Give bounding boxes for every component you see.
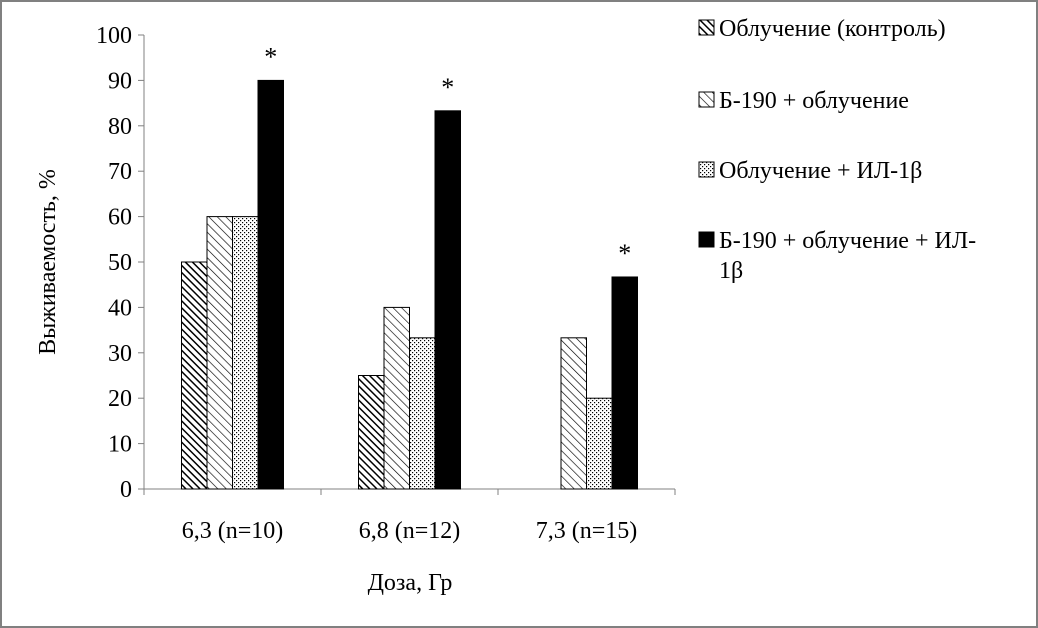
- y-tick-label: 30: [108, 341, 132, 367]
- bar-4: [257, 79, 284, 490]
- bar-4: [611, 276, 638, 490]
- y-axis-title: Выживаемость, %: [35, 169, 61, 355]
- y-tick-label: 20: [108, 386, 132, 412]
- bar-3: [232, 216, 259, 490]
- x-axis-title: Доза, Гр: [368, 570, 453, 596]
- legend-label-1: Облучение (контроль): [719, 16, 946, 42]
- bar-2: [206, 216, 233, 490]
- legend-swatch-2: [698, 91, 715, 108]
- legend-swatch-3: [698, 161, 715, 178]
- legend-swatch-4: [698, 231, 715, 248]
- y-tick-label: 80: [108, 114, 132, 140]
- significance-marker: *: [264, 42, 277, 71]
- legend-label-3: Облучение + ИЛ-1β: [719, 158, 922, 184]
- bar-2: [383, 306, 410, 490]
- y-tick-label: 90: [108, 68, 132, 94]
- bar-2: [560, 337, 587, 490]
- legend-label-4: Б-190 + облучение + ИЛ-1β: [719, 228, 976, 284]
- y-tick-label: 50: [108, 250, 132, 276]
- x-tick-label: 6,8 (n=12): [359, 518, 461, 544]
- bar-3: [409, 337, 436, 490]
- y-tick-label: 60: [108, 205, 132, 231]
- y-tick-label: 70: [108, 159, 132, 185]
- bar-1: [358, 375, 385, 490]
- y-tick-label: 10: [108, 432, 132, 458]
- x-tick-label: 7,3 (n=15): [536, 518, 638, 544]
- plot-area: 0 10 20 30 40 50 60 70 80 90 100 6,3 (n=10) * 6,8 (n=…: [96, 23, 676, 544]
- y-tick-label: 0: [120, 477, 132, 503]
- y-tick-label: 40: [108, 295, 132, 321]
- legend-swatch-1: [698, 19, 715, 36]
- bar-3: [586, 397, 613, 490]
- significance-marker: *: [618, 239, 631, 268]
- bar-4: [434, 110, 461, 490]
- y-tick-label: 100: [96, 23, 132, 49]
- bar-1: [181, 261, 208, 490]
- legend-label-2: Б-190 + облучение: [719, 88, 909, 114]
- legend: Облучение (контроль) Б-190 + облучение Обл…: [698, 16, 976, 284]
- significance-marker: *: [441, 73, 454, 102]
- x-tick-label: 6,3 (n=10): [182, 518, 284, 544]
